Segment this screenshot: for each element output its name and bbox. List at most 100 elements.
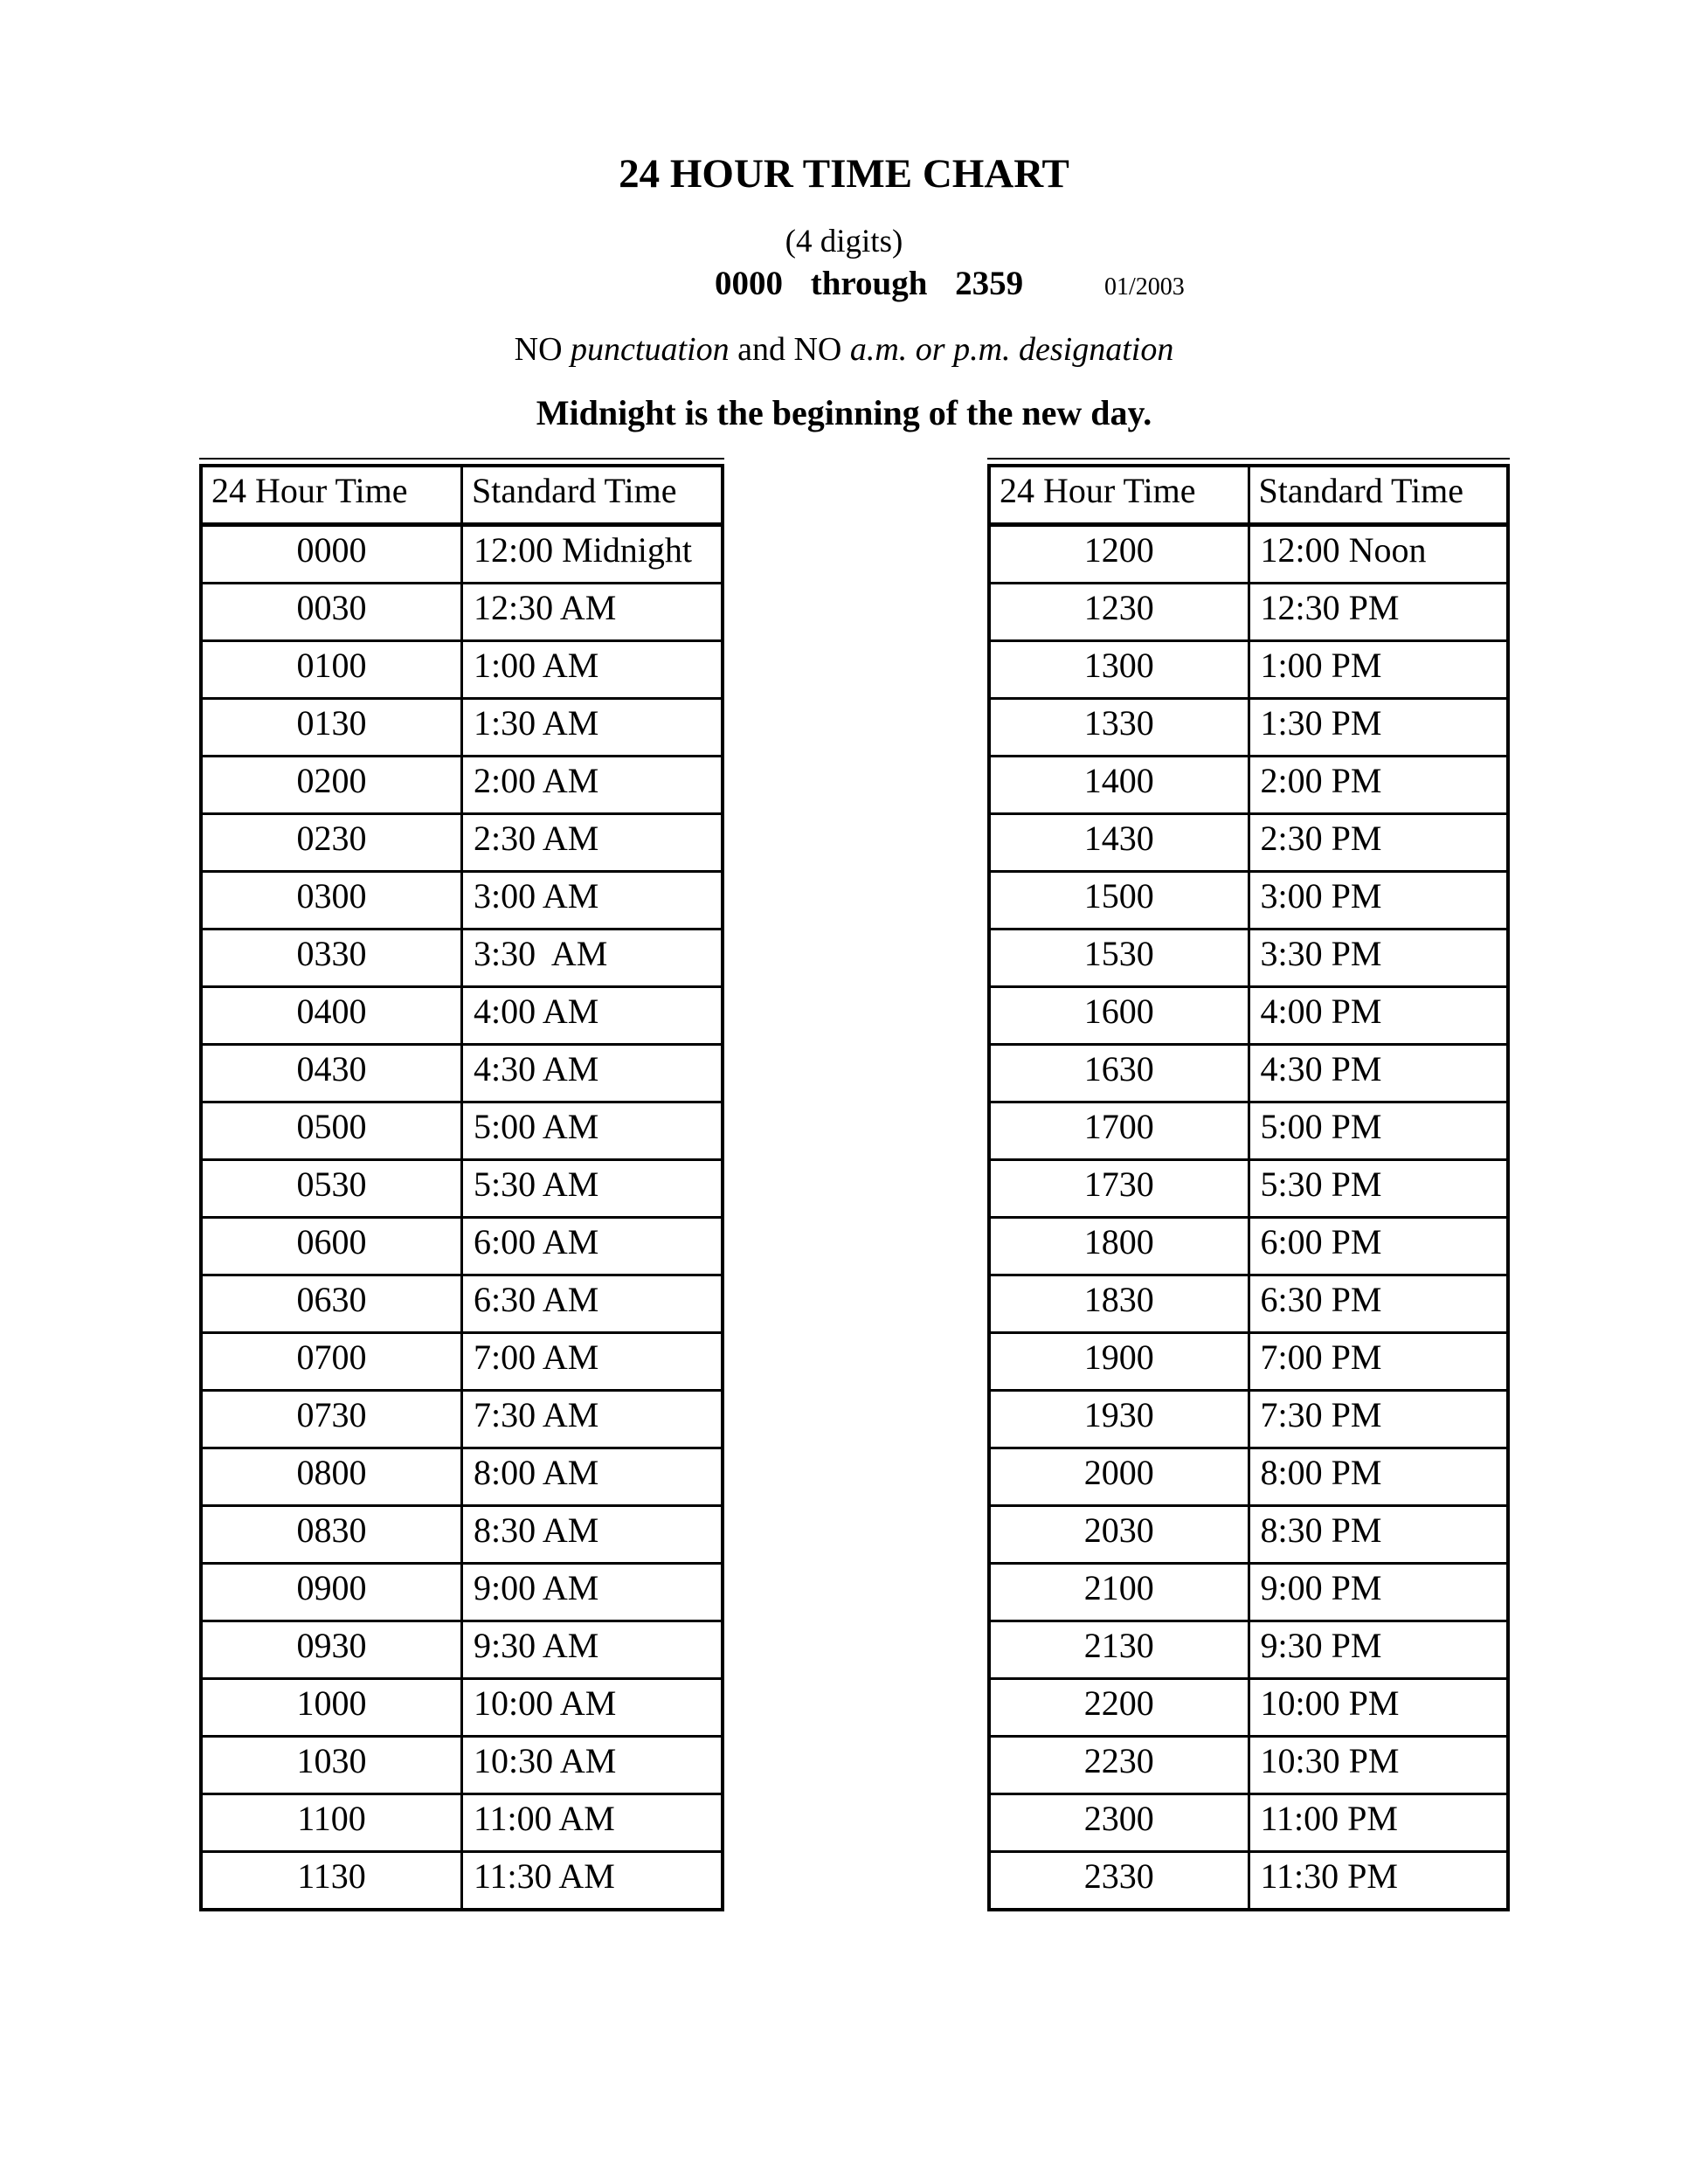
24-hour-time-cell: 2000	[987, 1447, 1250, 1507]
table-row: 0700 7:00 AM	[199, 1331, 724, 1392]
table-row: 0800 8:00 AM	[199, 1447, 724, 1507]
table-row: 1830 6:30 PM	[987, 1274, 1510, 1334]
table-row: 0930 9:30 AM	[199, 1620, 724, 1680]
standard-time-cell: 1:30 AM	[460, 697, 724, 757]
24-hour-time-cell: 1230	[987, 582, 1250, 642]
24-hour-time-cell: 1630	[987, 1043, 1250, 1103]
standard-time-cell: 2:30 PM	[1247, 812, 1510, 873]
standard-time-cell: 9:00 AM	[460, 1562, 724, 1622]
note-segment: NO	[514, 331, 571, 368]
standard-time-cell: 1:30 PM	[1247, 697, 1510, 757]
24-hour-time-cell: 2330	[987, 1850, 1250, 1911]
table-row: 0130 1:30 AM	[199, 697, 724, 757]
standard-time-cell: 5:30 AM	[460, 1158, 724, 1219]
table-row: 0400 4:00 AM	[199, 985, 724, 1046]
standard-time-cell: 5:00 PM	[1247, 1101, 1510, 1161]
table-row: 0300 3:00 AM	[199, 870, 724, 930]
time-table-am-section: 24 Hour Time Standard Time 0000 12:00 Mid…	[199, 458, 724, 1911]
standard-time-cell: 2:00 PM	[1247, 755, 1510, 815]
24-hour-time-cell: 2300	[987, 1793, 1250, 1853]
table-row: 0600 6:00 AM	[199, 1216, 724, 1276]
standard-time-cell: 11:00 AM	[460, 1793, 724, 1853]
24-hour-time-cell: 0530	[199, 1158, 463, 1219]
table-row: 2330 11:30 PM	[987, 1850, 1510, 1911]
standard-time-cell: 2:00 AM	[460, 755, 724, 815]
24-hour-time-cell: 1930	[987, 1389, 1250, 1449]
24-hour-time-cell: 0330	[199, 928, 463, 988]
24-hour-time-cell: 1800	[987, 1216, 1250, 1276]
24-hour-time-cell: 1300	[987, 639, 1250, 700]
24-hour-time-cell: 0430	[199, 1043, 463, 1103]
standard-time-cell: 7:30 PM	[1247, 1389, 1510, 1449]
24-hour-time-cell: 0930	[199, 1620, 463, 1680]
table-row: 0500 5:00 AM	[199, 1101, 724, 1161]
table-row: 2230 10:30 PM	[987, 1735, 1510, 1795]
24-hour-time-cell: 1500	[987, 870, 1250, 930]
standard-time-cell: 6:00 AM	[460, 1216, 724, 1276]
24-hour-time-cell: 0300	[199, 870, 463, 930]
time-table-pm: 24 Hour Time Standard Time 1200 12:00 Noo…	[987, 464, 1510, 1911]
table-row: 0100 1:00 AM	[199, 639, 724, 700]
digits-note: (4 digits)	[785, 224, 903, 259]
24-hour-time-cell: 1330	[987, 697, 1250, 757]
table-row: 1430 2:30 PM	[987, 812, 1510, 873]
standard-time-cell: 11:30 PM	[1247, 1850, 1510, 1911]
24-hour-time-cell: 1900	[987, 1331, 1250, 1392]
table-row: 1800 6:00 PM	[987, 1216, 1510, 1276]
standard-time-cell: 12:30 PM	[1247, 582, 1510, 642]
table-row: 0230 2:30 AM	[199, 812, 724, 873]
24-hour-time-cell: 1130	[199, 1850, 463, 1911]
range-text: 0000 through 2359	[715, 265, 1024, 302]
standard-time-cell: 3:00 AM	[460, 870, 724, 930]
24-hour-time-cell: 0100	[199, 639, 463, 700]
table-row: 0430 4:30 AM	[199, 1043, 724, 1103]
table-row: 0830 8:30 AM	[199, 1504, 724, 1565]
24-hour-time-cell: 0730	[199, 1389, 463, 1449]
table-row: 0630 6:30 AM	[199, 1274, 724, 1334]
standard-time-cell: 2:30 AM	[460, 812, 724, 873]
standard-time-cell: 5:30 PM	[1247, 1158, 1510, 1219]
24-hour-time-cell: 1600	[987, 985, 1250, 1046]
24-hour-time-cell: 2100	[987, 1562, 1250, 1622]
24-hour-time-cell: 0630	[199, 1274, 463, 1334]
column-header-24-hour-time: 24 Hour Time	[987, 464, 1250, 527]
table-row: 0330 3:30 AM	[199, 928, 724, 988]
table-row: 1600 4:00 PM	[987, 985, 1510, 1046]
24-hour-time-cell: 2200	[987, 1677, 1250, 1738]
table-row: 1100 11:00 AM	[199, 1793, 724, 1853]
24-hour-time-cell: 0230	[199, 812, 463, 873]
24-hour-time-cell: 1730	[987, 1158, 1250, 1219]
standard-time-cell: 3:30 AM	[460, 928, 724, 988]
table-row: 1500 3:00 PM	[987, 870, 1510, 930]
24-hour-time-cell: 1200	[987, 523, 1250, 584]
table-row: 0730 7:30 AM	[199, 1389, 724, 1449]
table-body: 1200 12:00 Noon 1230 12:30 PM 1300 1:00 PM 133…	[987, 523, 1510, 1911]
standard-time-cell: 7:30 AM	[460, 1389, 724, 1449]
24-hour-time-cell: 0200	[199, 755, 463, 815]
standard-time-cell: 10:00 AM	[460, 1677, 724, 1738]
standard-time-cell: 8:00 AM	[460, 1447, 724, 1507]
standard-time-cell: 3:30 PM	[1247, 928, 1510, 988]
table-row: 1000 10:00 AM	[199, 1677, 724, 1738]
table-row: 1200 12:00 Noon	[987, 523, 1510, 584]
table-row: 2030 8:30 PM	[987, 1504, 1510, 1565]
standard-time-cell: 9:30 PM	[1247, 1620, 1510, 1680]
standard-time-cell: 6:30 AM	[460, 1274, 724, 1334]
table-row: 1930 7:30 PM	[987, 1389, 1510, 1449]
standard-time-cell: 12:30 AM	[460, 582, 724, 642]
24-hour-time-cell: 0500	[199, 1101, 463, 1161]
standard-time-cell: 1:00 PM	[1247, 639, 1510, 700]
24-hour-time-cell: 1100	[199, 1793, 463, 1853]
standard-time-cell: 9:30 AM	[460, 1620, 724, 1680]
table-row: 1630 4:30 PM	[987, 1043, 1510, 1103]
table-header-row: 24 Hour Time Standard Time	[987, 464, 1510, 527]
standard-time-cell: 10:30 AM	[460, 1735, 724, 1795]
time-table-pm-section: 24 Hour Time Standard Time 1200 12:00 Noo…	[987, 458, 1510, 1911]
standard-time-cell: 12:00 Midnight	[460, 523, 724, 584]
note-segment: a.m. or p.m. designation	[849, 331, 1174, 368]
table-row: 0200 2:00 AM	[199, 755, 724, 815]
standard-time-cell: 3:00 PM	[1247, 870, 1510, 930]
column-header-standard-time: Standard Time	[1247, 464, 1510, 527]
table-row: 1300 1:00 PM	[987, 639, 1510, 700]
standard-time-cell: 9:00 PM	[1247, 1562, 1510, 1622]
